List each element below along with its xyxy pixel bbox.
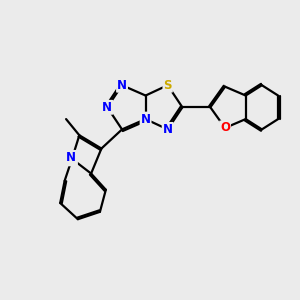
Text: N: N (102, 101, 112, 114)
Text: S: S (164, 79, 172, 92)
Text: O: O (220, 122, 230, 134)
Text: N: N (141, 112, 151, 126)
Text: N: N (117, 79, 127, 92)
Text: N: N (163, 123, 173, 136)
Text: N: N (67, 152, 77, 165)
Text: N: N (65, 151, 76, 164)
